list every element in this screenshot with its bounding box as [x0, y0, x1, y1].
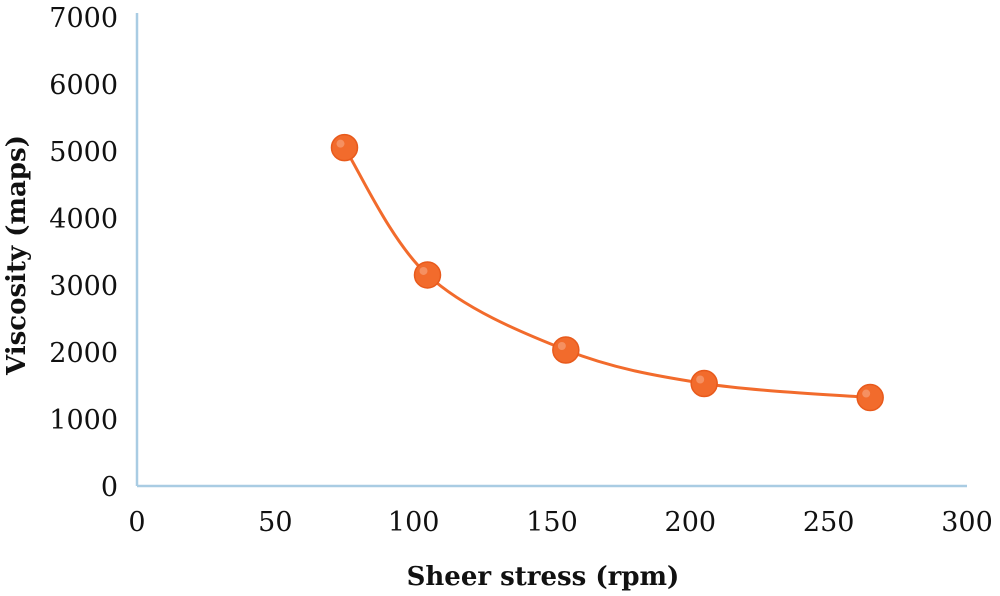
y-tick-label: 3000	[49, 271, 118, 302]
y-tick-label: 4000	[49, 204, 118, 235]
data-point	[552, 336, 580, 364]
data-point-highlight	[419, 266, 428, 275]
y-tick-label: 0	[101, 472, 118, 503]
y-tick-label: 5000	[49, 137, 118, 168]
y-tick-label: 7000	[49, 3, 118, 34]
data-point	[690, 369, 718, 398]
data-point-highlight	[336, 139, 345, 148]
x-tick-label: 150	[526, 507, 578, 538]
y-tick-label: 1000	[49, 405, 118, 436]
x-tick-label: 0	[128, 507, 145, 538]
x-tick-label: 200	[665, 507, 717, 538]
y-tick-label: 6000	[49, 70, 118, 101]
data-point	[856, 383, 884, 412]
y-axis-title: Viscosity (maps)	[2, 135, 32, 376]
y-tick-labels: 0 1000 2000 3000 4000 5000 6000 7000	[49, 3, 118, 503]
x-tick-label: 100	[388, 507, 440, 538]
x-tick-labels: 0 50 100 150 200 250 300	[128, 507, 992, 538]
data-point	[330, 133, 359, 162]
x-tick-label: 50	[258, 507, 292, 538]
x-axis-title: Sheer stress (rpm)	[407, 562, 680, 592]
data-point	[413, 261, 442, 289]
axes	[135, 13, 967, 488]
data-point-highlight	[557, 341, 566, 350]
y-tick-label: 2000	[49, 338, 118, 369]
x-tick-label: 300	[941, 507, 993, 538]
x-tick-label: 250	[803, 507, 855, 538]
series-layer	[330, 133, 884, 412]
data-point-highlight	[862, 389, 871, 398]
data-point-highlight	[696, 375, 705, 384]
